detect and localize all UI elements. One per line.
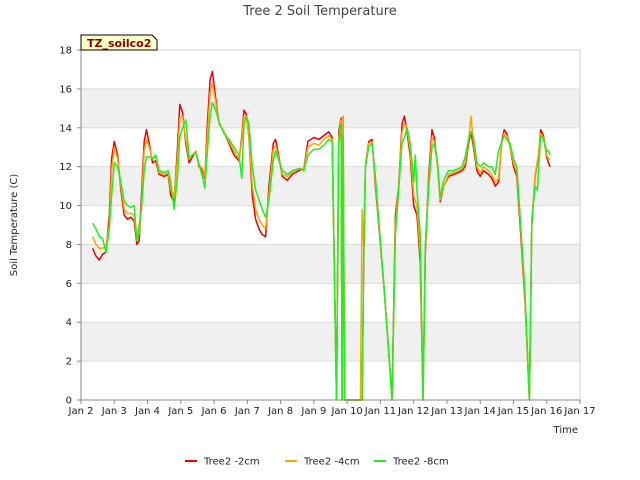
y-tick-label: 4	[66, 318, 72, 329]
legend-label: Tree2 -4cm	[303, 457, 360, 468]
y-tick-label: 10	[59, 201, 72, 212]
x-tick-label: Jan 17	[563, 406, 595, 417]
legend-item-2: Tree2 -4cm	[285, 457, 360, 468]
x-tick-label: Jan 11	[364, 406, 396, 417]
tag-label: TZ_soilco2	[87, 37, 151, 50]
plot-band	[81, 322, 580, 362]
y-tick-label: 12	[59, 162, 72, 173]
legend-item-1: Tree2 -2cm	[185, 457, 260, 468]
y-tick-label: 0	[66, 396, 72, 407]
legend-item-3: Tree2 -8cm	[374, 457, 449, 468]
axes	[80, 49, 581, 401]
legend: Tree2 -2cm Tree2 -4cm Tree2 -8cm	[185, 457, 449, 468]
y-tick-label: 14	[59, 123, 72, 134]
chart-title: Tree 2 Soil Temperature	[242, 4, 397, 19]
y-tick-label: 8	[66, 240, 72, 251]
plot-band	[81, 88, 580, 128]
y-tick-label: 6	[66, 279, 72, 290]
x-tick-label: Jan 15	[497, 406, 529, 417]
x-tick-label: Jan 3	[101, 406, 127, 417]
y-axis-label: Soil Temperature (C)	[9, 174, 20, 277]
x-tick-label: Jan 13	[430, 406, 462, 417]
x-tick-label: Jan 14	[464, 406, 496, 417]
x-tick-label: Jan 8	[267, 406, 293, 417]
x-tick-label: Jan 16	[530, 406, 562, 417]
x-axis-ticks: Jan 2 Jan 3 Jan 4 Jan 5 Jan 6 Jan 7 Jan 8 Jan 9…	[68, 400, 596, 417]
plot-band	[81, 244, 580, 284]
legend-label: Tree2 -2cm	[203, 457, 260, 468]
x-tick-label: Jan 10	[330, 406, 362, 417]
legend-label: Tree2 -8cm	[392, 457, 449, 468]
x-tick-label: Jan 12	[397, 406, 429, 417]
series-line-2	[91, 82, 551, 401]
plot-background	[81, 50, 580, 400]
series-line-1	[91, 70, 551, 401]
y-tick-label: 18	[59, 46, 72, 57]
x-tick-label: Jan 4	[134, 406, 160, 417]
tag-box: TZ_soilco2	[80, 34, 158, 51]
series-line-3	[91, 101, 551, 401]
x-tick-label: Jan 2	[68, 406, 94, 417]
y-axis-ticks: 0 2 4 6 8 10 12 14 16 18	[59, 46, 81, 407]
x-tick-label: Jan 5	[167, 406, 193, 417]
y-tick-label: 2	[66, 357, 72, 368]
x-tick-label: Jan 9	[300, 406, 326, 417]
y-tick-label: 16	[59, 84, 72, 95]
x-tick-label: Jan 6	[201, 406, 227, 417]
x-axis-label: Time	[553, 425, 578, 436]
x-tick-label: Jan 7	[234, 406, 260, 417]
plot-band	[81, 166, 580, 206]
series-lines	[91, 70, 551, 401]
